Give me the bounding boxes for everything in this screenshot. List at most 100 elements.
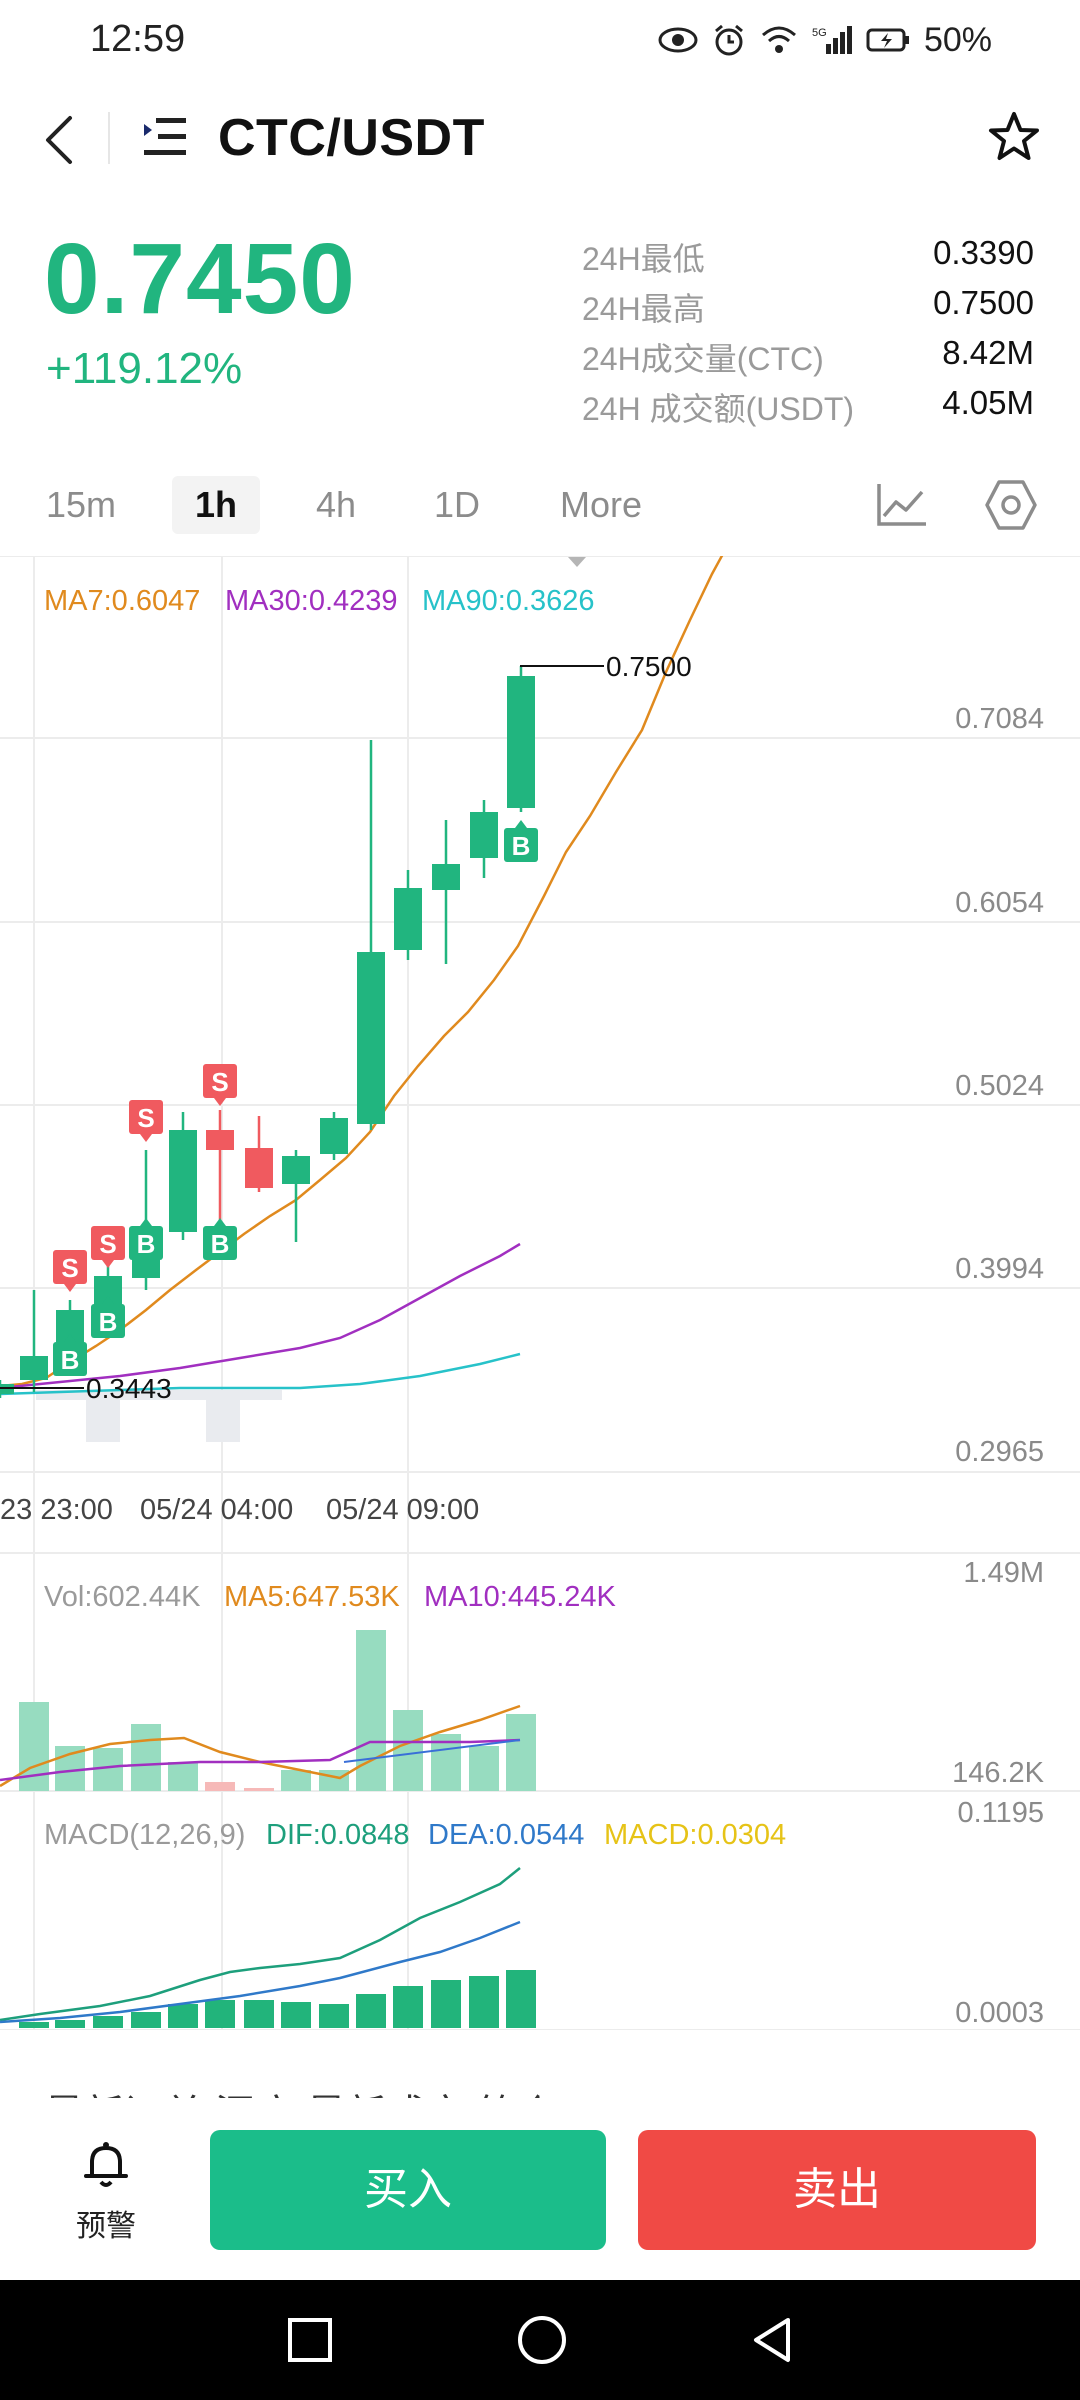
price-alert-button[interactable]: 预警 [64,2136,148,2246]
macd-histogram-bar [168,2004,198,2028]
macd-histogram-bar [319,2004,349,2028]
candle-body [206,1130,234,1150]
home-icon[interactable] [514,2312,570,2368]
chart-grid [0,556,1080,2030]
macd-histogram-bar [244,2000,274,2028]
stat-value-volume: 8.42M [942,334,1034,371]
time-axis-label: 05/24 04:00 [140,1494,293,1526]
macd-histogram-bar [356,1994,386,2028]
candle-body [357,952,385,1124]
status-bar: 12:59 5G 50% [0,0,1080,80]
wifi-icon [761,26,796,53]
buy-button[interactable]: 买入 [210,2130,606,2250]
macd-histogram-bar [281,2002,311,2028]
tab-more-label: More [560,484,643,525]
favorite-button[interactable] [984,108,1044,168]
chart-type-button[interactable] [874,476,930,534]
price-axis-label: 0.7084 [955,703,1044,735]
tab-4h[interactable]: 4h [315,484,357,525]
price-alert-label: 预警 [76,2210,136,2243]
buy-marker: B [91,1296,125,1338]
back-button[interactable] [36,108,86,172]
macd-axis-top: 0.1195 [957,1797,1044,1829]
tab-more[interactable]: More [560,476,680,567]
list-menu-icon [144,118,186,155]
chevron-left-icon [46,116,72,164]
sell-marker: S [91,1226,125,1268]
volume-dea-line [343,1739,521,1763]
svg-text:S: S [211,1067,228,1097]
line-chart-icon [877,484,926,526]
chart-settings-button[interactable] [982,476,1040,534]
candle-body [320,1118,348,1154]
candle-body [282,1156,310,1184]
candle-body [245,1148,273,1188]
volume-ma5-legend: MA5:647.53K [224,1581,400,1613]
stat-label-turnover: 24H 成交额(USDT) [582,391,855,427]
macd-histogram-bar [19,2022,49,2028]
volume-bar [506,1714,536,1791]
macd-axis-bottom: 0.0003 [955,1997,1044,2029]
bell-icon [84,2142,128,2187]
pair-title[interactable]: CTC/USDT [218,109,485,167]
buy-marker: B [129,1218,163,1260]
stat-label-low: 24H最低 [582,241,705,277]
macd-value-legend: MACD:0.0304 [604,1819,786,1851]
macd-histogram-bar [431,1980,461,2028]
volume-bar [393,1710,423,1791]
tab-1h[interactable]: 1h [172,476,260,534]
settings-hexagon-icon [985,480,1037,530]
ma30-line [0,1242,521,1390]
volume-bar [281,1770,311,1791]
tab-15m[interactable]: 15m [45,484,117,525]
sell-marker: S [203,1064,237,1106]
svg-text:5G: 5G [812,27,827,39]
price-axis-label: 0.6054 [955,887,1044,919]
price-axis-label: 0.3994 [955,1253,1044,1285]
svg-text:B: B [99,1307,118,1337]
volume-bar [93,1748,123,1791]
signal-icon: 5G [812,26,852,54]
macd-histogram-bar [131,2012,161,2028]
stat-value-high: 0.7500 [933,284,1034,321]
macd-histogram-bar [55,2020,85,2028]
volume-ma10-legend: MA10:445.24K [424,1581,617,1613]
volume-bar [319,1770,349,1791]
stat-value-low: 0.3390 [933,234,1034,271]
tab-1d[interactable]: 1D [433,484,481,525]
sell-button[interactable]: 卖出 [638,2130,1036,2250]
macd-legend: MACD(12,26,9) [44,1819,245,1851]
buy-marker: B [53,1334,87,1376]
svg-text:B: B [137,1229,156,1259]
price-axis-label: 0.5024 [955,1070,1044,1102]
volume-axis-top: 1.49M [963,1557,1044,1589]
candle-body [20,1356,48,1380]
svg-text:B: B [512,831,531,861]
candle-body [507,676,535,808]
price-axis-label: 0.2965 [955,1436,1044,1468]
svg-text:S: S [99,1229,116,1259]
stat-value-turnover: 4.05M [942,384,1034,421]
battery-percent: 50% [923,20,992,59]
candle-body [394,888,422,950]
last-price: 0.7450 [44,223,356,335]
stat-label-high: 24H最高 [582,291,705,327]
high-marker-label: 0.7500 [606,651,692,682]
alarm-icon [714,24,743,56]
macd-dif-line [0,1867,521,2022]
pair-menu-button[interactable] [138,112,192,164]
time-axis-label: 23 23:00 [0,1494,113,1526]
back-nav-icon[interactable] [744,2312,800,2368]
volume-ma10-line [0,1738,521,1782]
caret-down-icon [568,557,586,567]
ma90-line [0,1352,521,1396]
buy-marker: B [504,820,538,862]
stat-label-volume: 24H成交量(CTC) [582,341,824,377]
volume-legend: Vol:602.44K [44,1581,201,1613]
kline-chart[interactable]: MA7:0.6047 MA30:0.4239 MA90:0.3626 0.708… [0,556,1080,2030]
macd-histogram [19,1970,536,2028]
macd-histogram-bar [393,1986,423,2028]
candle-body [169,1130,197,1232]
recent-apps-icon[interactable] [284,2314,336,2366]
